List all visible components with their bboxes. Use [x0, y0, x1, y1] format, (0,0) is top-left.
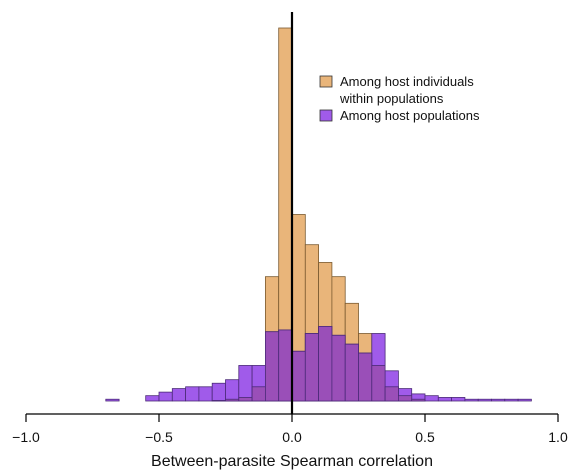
legend-swatch-individuals — [319, 75, 333, 88]
histogram-bar-overlap — [331, 334, 346, 402]
histogram-bar-populations — [477, 398, 492, 402]
histogram-bar-populations — [198, 386, 213, 402]
histogram-bar-overlap — [304, 333, 319, 402]
histogram-bar-populations — [171, 388, 187, 402]
x-tick-label: −1.0 — [12, 429, 40, 445]
histogram-bar-populations — [517, 398, 532, 402]
histogram-bar-overlap — [225, 398, 240, 402]
histogram-bar-overlap — [278, 329, 293, 402]
histogram-bar-overlap — [318, 325, 333, 402]
histogram-bar-populations — [158, 391, 173, 402]
histogram-bar-populations — [225, 379, 240, 402]
histogram-bar-populations — [451, 397, 466, 402]
histogram-bar-overlap — [358, 352, 373, 402]
histogram-bar-populations — [491, 398, 506, 402]
legend-label-individuals-line1: Among host individuals — [340, 74, 474, 89]
x-tick-label: 1.0 — [548, 429, 568, 445]
histogram-bar-overlap — [291, 350, 306, 402]
histogram-bar-overlap — [397, 395, 413, 402]
legend-label-populations: Among host populations — [340, 108, 480, 123]
x-tick-label: 0.0 — [282, 429, 302, 445]
histogram-bar-populations — [424, 395, 439, 402]
x-axis-ticks: −1.0 −0.5 0.0 0.5 1.0 — [12, 414, 568, 445]
histogram-bar-overlap — [251, 386, 266, 402]
histogram-bar-populations — [437, 397, 452, 402]
histogram-bar-overlap — [384, 386, 399, 402]
histogram-bar-populations — [211, 382, 226, 402]
legend: Among host individuals within population… — [319, 74, 480, 123]
histogram-bar-overlap — [264, 331, 280, 402]
histogram-bar-overlap — [211, 400, 226, 402]
histogram-bar-populations — [504, 398, 519, 402]
histogram-bar-overlap — [411, 398, 426, 402]
overlap-bars — [211, 325, 426, 402]
histogram-bar-populations — [464, 398, 479, 402]
histogram-bar-populations — [185, 386, 200, 402]
histogram-bar-populations — [238, 365, 253, 402]
histogram-bar-populations — [105, 398, 120, 402]
x-tick-label: 0.5 — [415, 429, 435, 445]
histogram-bar-populations — [145, 395, 160, 402]
x-axis-title: Between-parasite Spearman correlation — [151, 453, 433, 470]
histogram-bar-overlap — [344, 343, 359, 402]
legend-label-individuals-line2: within populations — [339, 91, 444, 106]
x-tick-label: −0.5 — [145, 429, 173, 445]
histogram-bar-overlap — [238, 397, 253, 402]
legend-swatch-populations — [319, 109, 333, 122]
histogram-bar-overlap — [371, 365, 386, 402]
